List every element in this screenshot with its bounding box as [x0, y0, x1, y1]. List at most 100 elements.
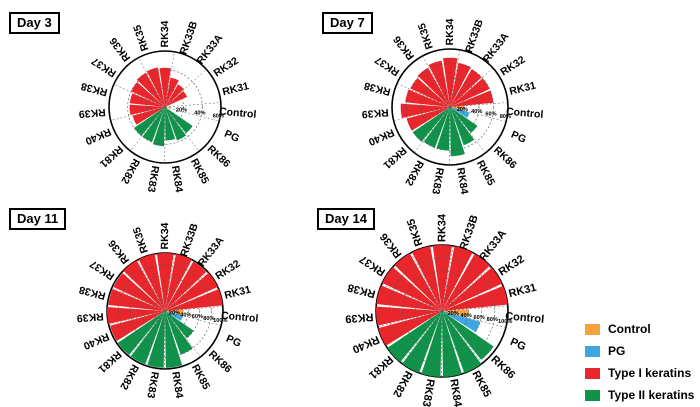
bar-rk32 — [165, 272, 218, 311]
bar-rk82 — [142, 107, 165, 143]
grid-spoke — [108, 310, 166, 326]
grid-spoke — [441, 305, 508, 312]
panel-title-day-11: Day 11 — [9, 208, 67, 230]
category-label-pg: PG — [509, 129, 528, 146]
grid-spoke — [410, 252, 443, 312]
category-label-rk85: RK85 — [189, 362, 212, 391]
legend-label-pg: PG — [608, 344, 626, 358]
category-label-rk85: RK85 — [469, 369, 493, 399]
category-label-rk33b: RK33B — [463, 18, 486, 55]
category-label-rk86: RK86 — [488, 353, 517, 381]
bar-rk86 — [165, 107, 193, 134]
grid-spoke — [113, 84, 166, 108]
bar-rk35 — [411, 246, 442, 311]
grid-spoke — [164, 310, 222, 326]
category-label-rk33a: RK33A — [195, 32, 226, 67]
tick-label: 60% — [192, 314, 203, 320]
bar-rk32 — [442, 267, 503, 311]
category-label-rk39: RK39 — [361, 106, 389, 120]
grid-spoke — [449, 106, 486, 154]
bar-rk84 — [442, 311, 462, 377]
bar-rk82 — [130, 311, 165, 365]
bar-rk38 — [405, 89, 450, 107]
grid-spoke — [110, 106, 166, 121]
category-label-rk32: RK32 — [212, 55, 241, 80]
bar-rk83 — [152, 107, 165, 147]
category-label-rk84: RK84 — [169, 165, 185, 194]
category-label-rk84: RK84 — [454, 167, 470, 196]
grid-circle — [406, 63, 494, 151]
category-label-rk82: RK82 — [118, 156, 141, 185]
tick-label: 60% — [473, 315, 484, 321]
category-label-rk82: RK82 — [390, 369, 414, 399]
bar-rk33b — [442, 246, 473, 311]
category-label-rk35: RK35 — [405, 217, 425, 247]
grid-spoke — [441, 310, 483, 364]
outer-ring — [108, 50, 222, 164]
category-label-control: Control — [221, 310, 259, 325]
category-label-rk33a: RK33A — [196, 234, 227, 269]
grid-spoke — [441, 310, 506, 328]
legend-swatch-control — [585, 323, 600, 335]
grid-spoke — [381, 283, 443, 312]
bar-rk33a — [165, 261, 207, 311]
category-label-rk39: RK39 — [345, 311, 374, 325]
bar-rk39 — [106, 307, 165, 324]
tick-label: 40% — [180, 312, 191, 318]
tick-label: 100% — [213, 318, 227, 324]
panel-title-day-7: Day 7 — [322, 12, 373, 34]
legend-label-type-i-keratins: Type I keratins — [608, 366, 692, 380]
category-label-rk81: RK81 — [381, 144, 409, 171]
grid-spoke — [449, 67, 494, 108]
bar-rk39 — [375, 306, 442, 326]
category-label-rk39: RK39 — [76, 310, 104, 324]
bar-pg — [450, 107, 470, 118]
category-label-rk35: RK35 — [416, 21, 436, 50]
category-label-rk35: RK35 — [131, 225, 151, 254]
bar-rk83 — [421, 311, 442, 377]
grid-spoke — [164, 106, 200, 152]
bar-rk36 — [123, 260, 165, 311]
bar-rk36 — [417, 67, 450, 107]
category-label-pg: PG — [508, 336, 527, 353]
bar-rk85 — [165, 107, 187, 141]
category-label-rk33a: RK33A — [481, 30, 512, 65]
bar-rk33b — [165, 254, 192, 311]
grid-spoke — [422, 55, 451, 108]
category-label-rk82: RK82 — [117, 362, 140, 391]
category-label-rk85: RK85 — [188, 157, 211, 186]
category-label-control: Control — [506, 106, 544, 121]
grid-circle — [146, 88, 184, 126]
category-label-rk81: RK81 — [97, 143, 125, 170]
bar-rk83 — [436, 107, 450, 151]
tick-label: 60% — [485, 112, 496, 118]
bar-rk85 — [450, 107, 475, 146]
grid-spoke — [137, 259, 166, 312]
bar-rk37 — [113, 273, 165, 311]
category-label-rk36: RK36 — [107, 35, 133, 64]
category-label-rk31: RK31 — [508, 80, 537, 98]
legend-swatch-type-ii-keratins — [585, 389, 600, 401]
category-label-rk36: RK36 — [106, 237, 132, 266]
bar-rk38 — [108, 288, 165, 311]
bar-rk35 — [146, 67, 165, 107]
bar-rk33a — [442, 253, 490, 311]
tick-label: 20% — [169, 311, 180, 317]
grid-circle — [435, 92, 465, 122]
bar-rk37 — [410, 78, 450, 107]
bar-rk86 — [165, 311, 194, 339]
grid-circle — [118, 264, 212, 358]
category-label-pg: PG — [222, 128, 241, 145]
legend-item-type-i-keratins: Type I keratins — [585, 362, 694, 384]
grid-spoke — [164, 51, 175, 108]
bar-rk39 — [400, 103, 450, 118]
bar-rk31 — [165, 288, 223, 311]
category-label-rk34: RK34 — [159, 20, 171, 47]
grid-spoke — [164, 69, 207, 108]
category-label-rk83: RK83 — [144, 371, 160, 400]
bar-rk81 — [134, 107, 165, 136]
grid-spoke — [164, 271, 209, 312]
radial-chart-day-11: 20% 40% 60% 80%100%Control RK31RK32RK33ARK33… — [76, 222, 259, 400]
category-label-rk84: RK84 — [447, 378, 463, 407]
